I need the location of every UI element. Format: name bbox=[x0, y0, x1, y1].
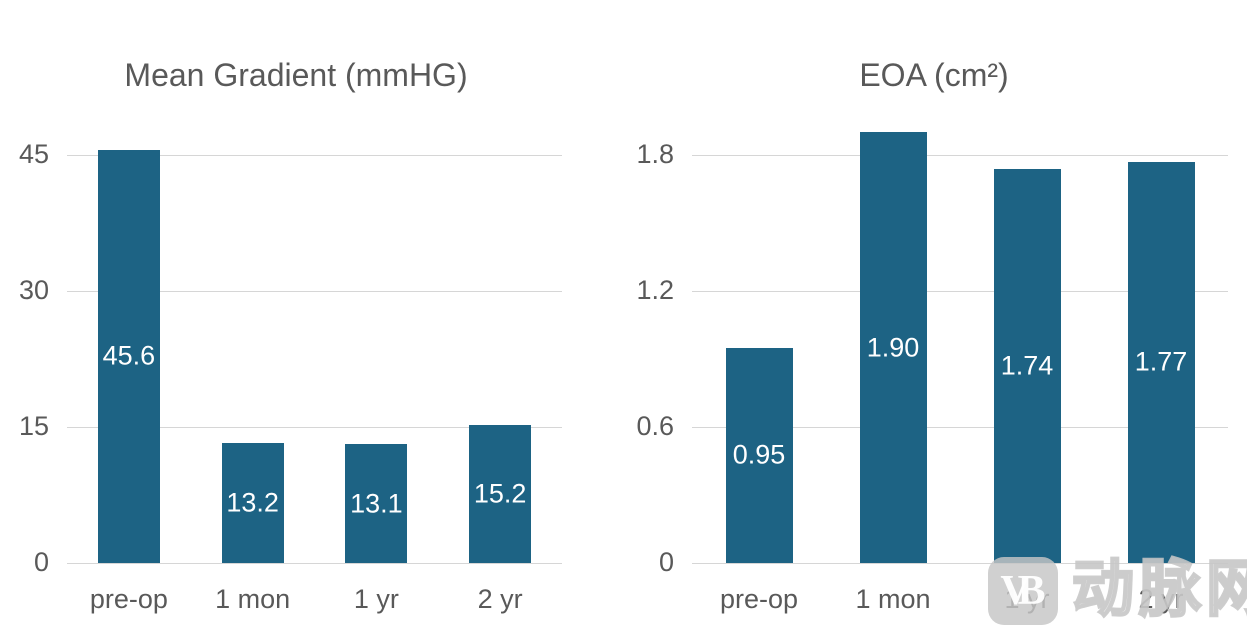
bar-2-yr bbox=[1127, 161, 1195, 563]
gridline bbox=[692, 426, 1228, 428]
chart-title-eoa: EOA (cm²) bbox=[859, 57, 1009, 93]
bar-pre-op bbox=[725, 347, 793, 563]
bar-value-label: 1.77 bbox=[1134, 346, 1188, 377]
bar-1-yr bbox=[345, 444, 408, 563]
y-axis-tick-label: 1.2 bbox=[636, 274, 674, 305]
bar-2-yr bbox=[469, 425, 532, 563]
bar-1-mon bbox=[221, 443, 284, 563]
bar-value-label: 1.74 bbox=[1000, 350, 1054, 381]
bar-1-yr bbox=[993, 168, 1061, 563]
gridline bbox=[67, 563, 562, 564]
bar-value-label: 45.6 bbox=[102, 340, 156, 371]
gridline bbox=[67, 290, 562, 292]
bar-pre-op bbox=[97, 149, 160, 563]
y-axis-tick-label: 15 bbox=[18, 410, 49, 441]
plot-area-mean-gradient: 0 15 30 45 45.6 pre-op 13.2 1 mon 13.1 1 yr 15.2 2 … bbox=[19, 130, 562, 613]
x-axis-category-label: 1 yr bbox=[1004, 584, 1050, 614]
x-axis-category-label: 1 mon bbox=[215, 584, 291, 614]
y-axis-tick-label: 1.8 bbox=[636, 138, 674, 169]
y-axis-tick-label: 45 bbox=[18, 138, 49, 169]
bar-value-label: 13.1 bbox=[350, 488, 403, 519]
x-axis-category-label: pre-op bbox=[719, 584, 799, 614]
gridline bbox=[692, 290, 1228, 292]
x-axis-category-label: pre-op bbox=[89, 584, 168, 614]
chart-title-mean-gradient: Mean Gradient (mmHG) bbox=[124, 57, 468, 93]
plot-area-eoa: 0 0.6 1.2 1.8 0.95 pre-op 1.90 1 mon 1.74 1 yr 1.7… bbox=[636, 130, 1228, 613]
gridline bbox=[67, 154, 562, 156]
bar-value-label: 13.2 bbox=[226, 487, 279, 518]
gridline bbox=[692, 154, 1228, 156]
bar-value-label: 0.95 bbox=[732, 439, 786, 470]
y-axis-tick-label: 0 bbox=[658, 546, 674, 577]
x-axis-category-label: 2 yr bbox=[1138, 584, 1184, 614]
bar-value-label: 15.2 bbox=[473, 478, 527, 509]
y-axis-tick-label: 0.6 bbox=[636, 410, 674, 441]
x-axis-category-label: 1 yr bbox=[353, 584, 399, 614]
x-axis-category-label: 2 yr bbox=[477, 584, 523, 614]
y-axis-tick-label: 0 bbox=[33, 546, 49, 577]
bar-1-mon bbox=[859, 132, 927, 563]
gridline bbox=[67, 426, 562, 428]
y-axis-tick-label: 30 bbox=[18, 274, 49, 305]
x-axis-category-label: 1 mon bbox=[855, 584, 931, 614]
gridline bbox=[692, 563, 1228, 564]
bar-value-label: 1.90 bbox=[866, 332, 920, 363]
